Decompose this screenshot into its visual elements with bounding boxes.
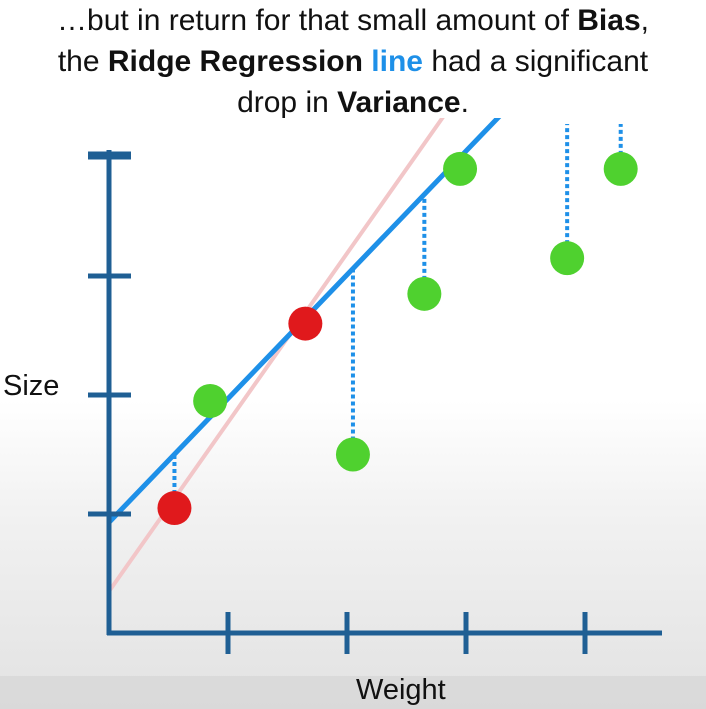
caption-bold-ridge-regression: Ridge Regression <box>107 45 363 78</box>
training-data-point <box>157 491 192 526</box>
testing-data-point <box>193 383 228 418</box>
caption-blue-line: line <box>371 45 423 78</box>
axes-layer <box>88 150 662 654</box>
caption-text: drop in <box>237 86 338 119</box>
x-axis-label: Weight <box>356 674 446 706</box>
caption-text: , <box>640 4 649 37</box>
points-layer <box>157 151 638 526</box>
least-squares-regression-line <box>110 118 445 594</box>
caption-text: . <box>460 86 469 119</box>
caption-line-3: drop in Variance. <box>0 82 706 123</box>
caption: …but in return for that small amount of … <box>0 0 706 123</box>
testing-data-point <box>443 151 478 186</box>
testing-data-point <box>603 151 638 186</box>
caption-text: had a significant <box>422 45 649 78</box>
training-data-point <box>288 306 323 341</box>
testing-data-point <box>407 276 442 311</box>
caption-bold-variance: Variance <box>337 86 461 119</box>
caption-bold-bias: Bias <box>577 4 641 37</box>
caption-line-2: the Ridge Regression line had a signific… <box>0 41 706 82</box>
caption-text: …but in return for that small amount of <box>57 4 578 37</box>
lines-layer <box>110 118 502 594</box>
caption-text: the <box>57 45 108 78</box>
testing-data-point <box>550 241 585 276</box>
y-axis-label: Size <box>3 370 60 402</box>
testing-data-point <box>335 437 370 472</box>
bottom-strip <box>0 676 706 709</box>
ridge-regression-line <box>110 118 502 525</box>
caption-line-1: …but in return for that small amount of … <box>0 0 706 41</box>
